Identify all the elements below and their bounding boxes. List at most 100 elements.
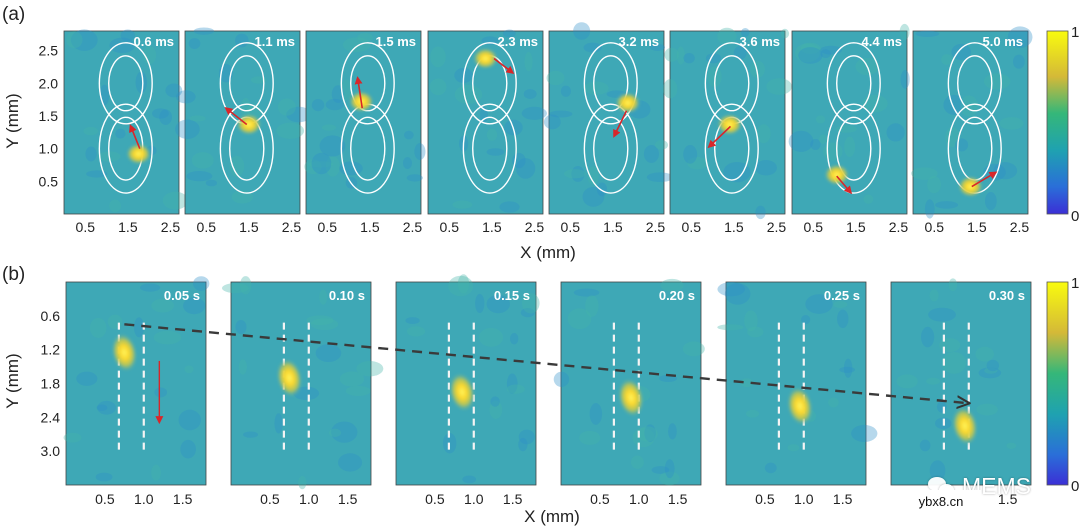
track-outer-loop [826,103,881,194]
track-outer-loop [826,42,881,125]
motion-arrow [224,106,248,126]
track-inner-loop [957,55,993,112]
timestamp-label: 0.10 s [329,288,365,303]
x-tick-label: 0.5 [925,219,945,235]
track-inner-loop [108,55,144,112]
motion-arrow [971,171,998,188]
hotspot [617,377,645,418]
panel-a-frame-8: 5.0 ms 0.5 1.5 2.5 [911,26,1033,235]
x-tick-label: 0.5 [755,491,775,507]
x-tick-label: 1.0 [464,491,484,507]
x-tick-label: 0.5 [76,219,96,235]
heatmap-background [725,281,867,486]
timestamp-label: 0.6 ms [134,34,174,49]
x-tick-label: 0.5 [425,491,445,507]
colorbar-b [1046,281,1069,486]
heatmap-background [890,281,1032,486]
timestamp-label: 2.3 ms [498,34,538,49]
hotspot [823,163,850,186]
track-inner-loop [593,55,629,112]
panel-b-frame-6: 0.30 s0.51.01.5 [890,278,1032,507]
motion-arrow [354,76,364,109]
timestamp-label: 1.1 ms [255,34,295,49]
x-tick-label: 1.0 [134,491,154,507]
timestamp-label: 0.25 s [824,288,860,303]
y-tick-label: 1.5 [39,108,59,124]
y-tick-label: 1.0 [39,141,59,157]
x-tick-label: 1.5 [118,219,138,235]
y-tick-label: 0.5 [39,173,59,189]
track-outer-loop [462,103,517,194]
track-outer-loop [340,42,395,125]
panel-b-label: (b) [2,264,25,285]
colorbar-a-min: 0 [1071,208,1079,225]
x-tick-label: 1.5 [338,491,358,507]
x-tick-label: 1.5 [603,219,623,235]
track-inner-loop [836,116,872,181]
x-tick-label: 0.5 [440,219,460,235]
panel-b-ylabel: Y (mm) [3,353,22,408]
colorbar-b-min: 0 [1071,478,1079,495]
x-tick-label: 2.5 [282,219,302,235]
panel-a-label: (a) [2,4,25,25]
hotspot [786,386,814,426]
colorbar-b-max: 1 [1071,275,1079,292]
x-tick-label: 2.5 [889,219,909,235]
y-tick-label: 2.4 [41,409,61,425]
hotspot [110,332,138,373]
hotspot [448,372,476,412]
panel-a-frame-2: 1.1 ms 0.5 1.5 2.5 [175,27,312,235]
heatmap-background [63,30,180,215]
y-tick-label: 3.0 [41,443,61,459]
x-tick-label: 0.5 [95,491,115,507]
hotspot [614,91,641,114]
x-tick-label: 2.5 [403,219,423,235]
x-tick-label: 1.0 [629,491,649,507]
panel-b-frame-2: 0.10 s 0.5 1.0 1.5 [221,276,384,507]
x-tick-label: 1.0 [299,491,319,507]
panel-a-xlabel: X (mm) [520,243,576,262]
track-outer-loop [98,42,153,125]
y-tick-label: 1.8 [41,376,61,392]
heatmap-background [305,30,422,215]
panel-b: 0.05 s 0.5 1.0 1.5 0.10 s 0.5 1.0 1.5 0.15 s 0.5 1… [41,274,1032,507]
timestamp-label: 4.4 ms [862,34,902,49]
hotspot [716,113,743,136]
colorbar-a [1046,30,1069,215]
y-tick-label: 0.6 [41,308,61,324]
timestamp-label: 0.15 s [494,288,530,303]
panel-b-frame-4: 0.20 s 0.5 1.0 1.5 [553,278,705,507]
hotspot [472,47,499,70]
y-tick-label: 1.2 [41,342,61,358]
hotspot [235,113,262,136]
panel-a: 0.6 ms0.5 1.5 2.51.1 ms0.5 1.5 2.51.5 ms0.5 1… [39,22,1033,235]
panel-b-xlabel: X (mm) [524,507,580,526]
hotspot [951,406,979,446]
hotspot [125,142,152,165]
timestamp-label: 0.30 s [989,288,1025,303]
motion-arrow [493,57,515,74]
track-outer-loop [583,42,638,125]
track-outer-loop [98,103,153,194]
timestamp-label: 0.05 s [164,288,200,303]
panel-a-ylabel: Y (mm) [3,93,22,148]
x-tick-label: 1.5 [360,219,380,235]
x-tick-label: 1.5 [482,219,502,235]
panel-b-frame-1: 0.05 s 0.5 1.0 1.5 [63,276,210,507]
site-stamp: ybx8.cn [901,490,981,512]
panel-a-frame-1: 0.6 ms 0.5 1.5 2.5 [63,29,188,235]
trajectory-arrow [124,323,968,403]
timestamp-label: 0.20 s [659,288,695,303]
track-outer-loop [462,42,517,125]
panel-b-frame-3: 0.15 s 0.5 1.0 1.5 [395,274,540,507]
panel-a-frame-6: 3.6 ms 0.5 1.5 2.5 [663,27,792,235]
heatmap-background [548,30,665,215]
timestamp-label: 3.2 ms [619,34,659,49]
motion-arrow [129,124,141,149]
x-tick-label: 0.5 [590,491,610,507]
track-outer-loop [583,103,638,194]
motion-arrow [613,110,628,138]
x-tick-label: 1.5 [833,491,853,507]
x-tick-label: 1.5 [239,219,259,235]
